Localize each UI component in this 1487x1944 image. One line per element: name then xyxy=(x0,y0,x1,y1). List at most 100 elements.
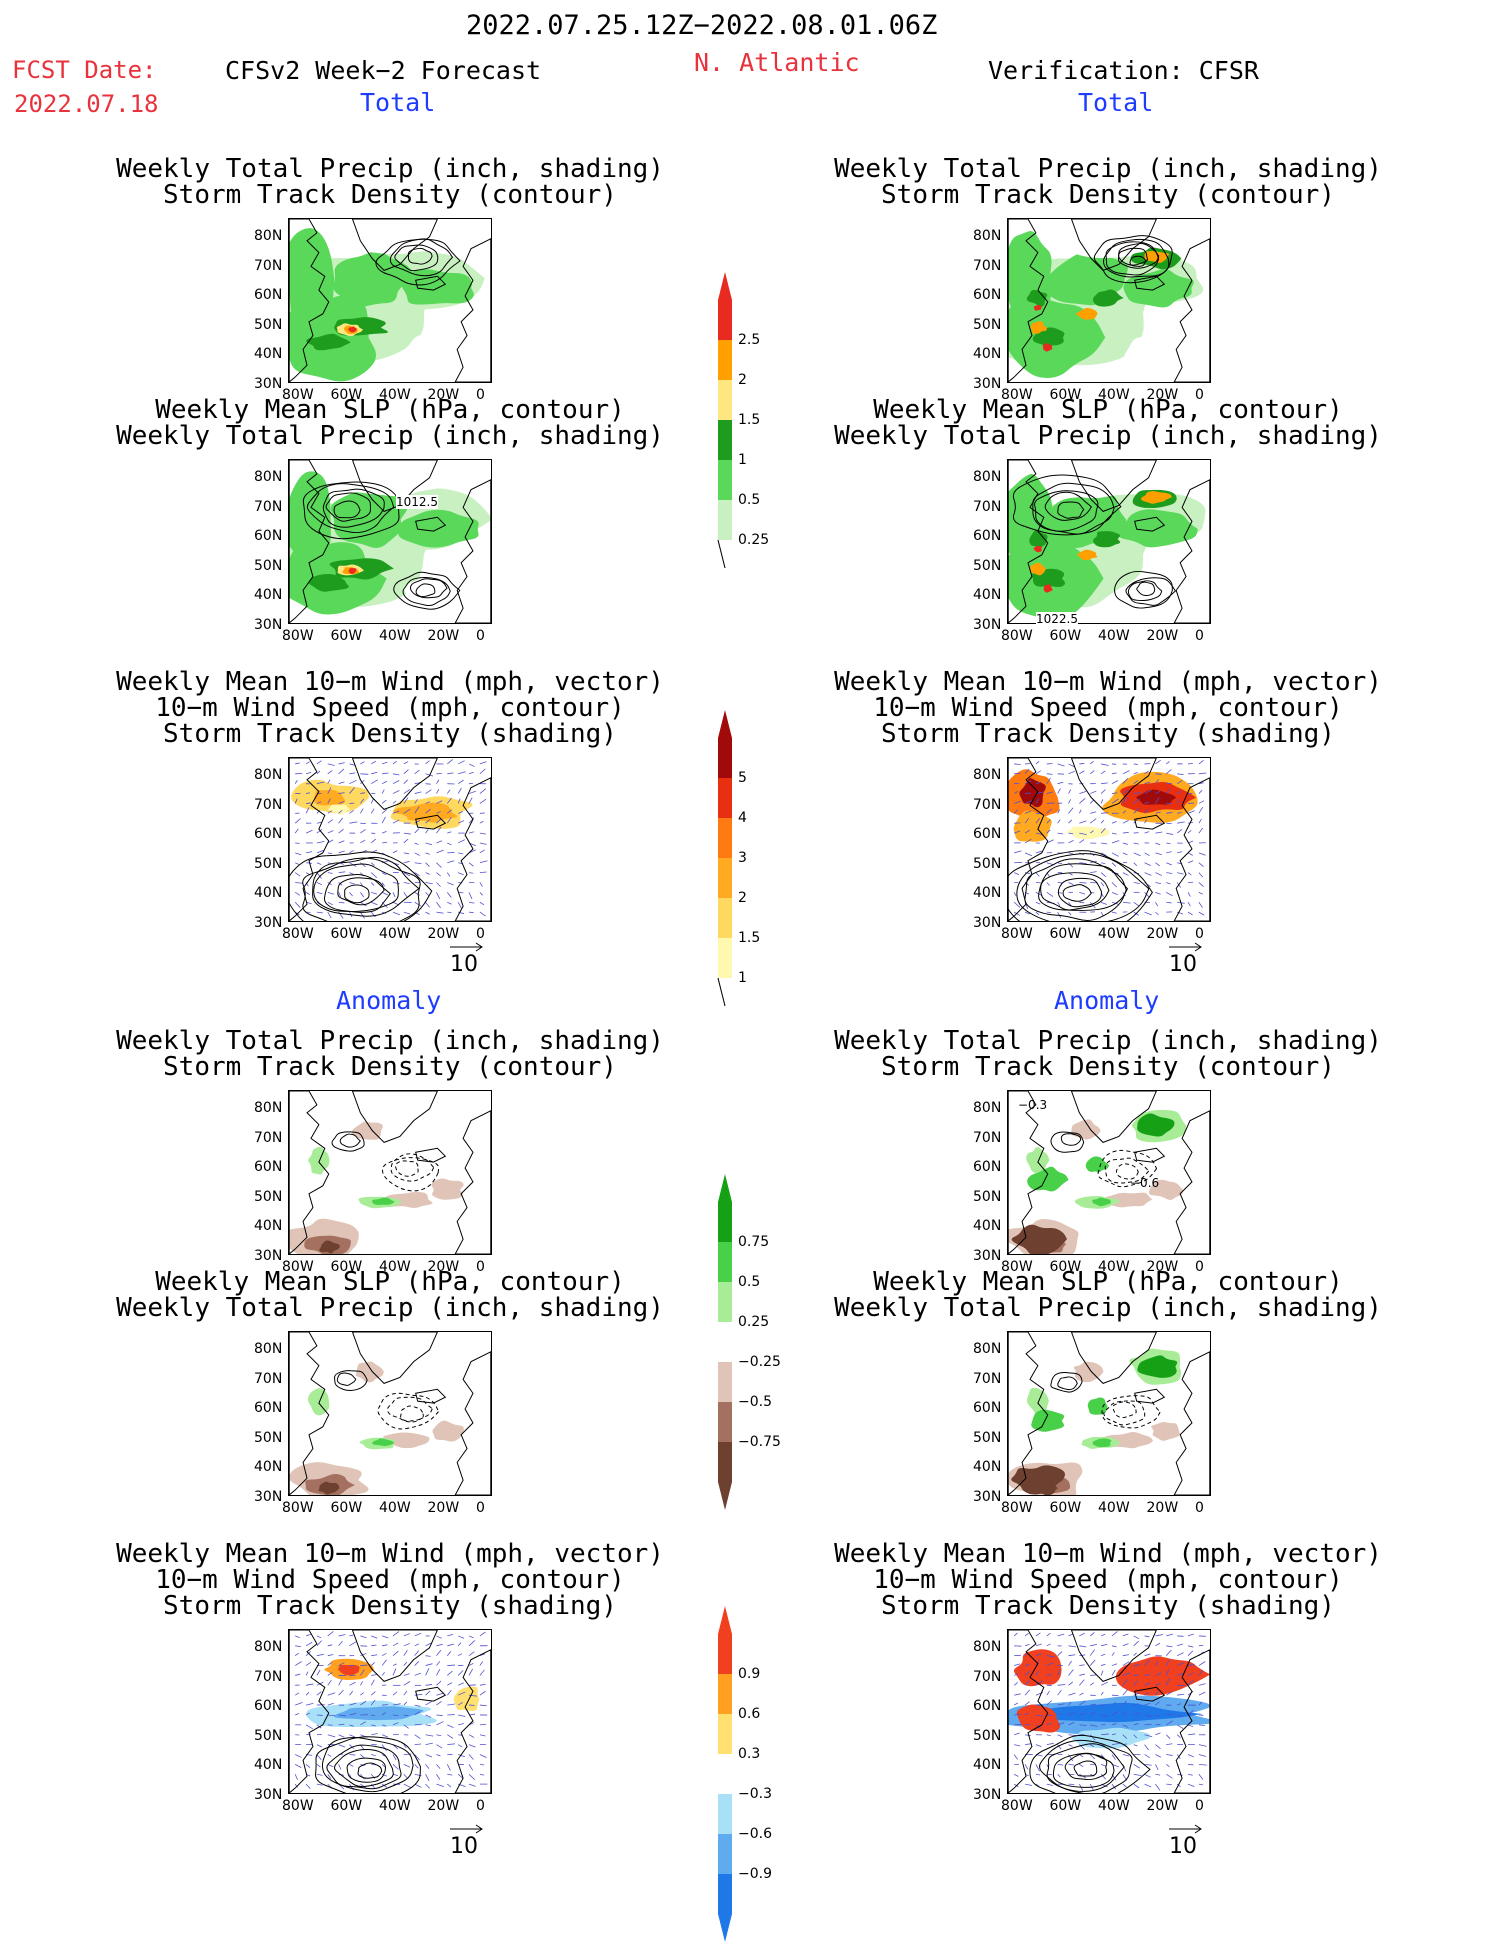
contour-label: 1022.5 xyxy=(1036,612,1078,626)
lat-tick-label: 70N xyxy=(254,797,282,813)
lon-tick-label: 20W xyxy=(428,628,460,644)
vector-reference-label: 10 xyxy=(450,1834,478,1859)
forecast-map-wtot xyxy=(288,757,492,922)
panel-title-line: 10−m Wind Speed (mph, contour) xyxy=(808,1567,1408,1593)
lon-tick-label: 0 xyxy=(476,628,485,644)
lat-tick-label: 40N xyxy=(973,1218,1001,1234)
lat-tick-label: 40N xyxy=(254,1459,282,1475)
colorbar-precip-anomaly xyxy=(716,1172,734,1512)
forecast-column-title: CFSv2 Week−2 Forecast xyxy=(225,58,541,83)
lat-tick-label: 80N xyxy=(254,1341,282,1357)
lat-tick-label: 50N xyxy=(973,856,1001,872)
cfsr-map-wanom xyxy=(1007,1629,1211,1794)
cfsr-map-wtot xyxy=(1007,757,1211,922)
panel-title-line: Storm Track Density (shading) xyxy=(808,721,1408,747)
lon-tick-label: 20W xyxy=(1147,1798,1179,1814)
lat-tick-label: 80N xyxy=(973,228,1001,244)
lon-tick-label: 80W xyxy=(282,1500,314,1516)
lon-tick-label: 40W xyxy=(379,628,411,644)
lon-tick-label: 80W xyxy=(282,926,314,942)
panel-title-line: Weekly Total Precip (inch, shading) xyxy=(90,1295,690,1321)
lat-tick-label: 60N xyxy=(254,528,282,544)
lat-tick-label: 70N xyxy=(973,1130,1001,1146)
panel-title-line: Storm Track Density (shading) xyxy=(90,1593,690,1619)
lat-tick-label: 40N xyxy=(973,587,1001,603)
panel-title-line: Storm Track Density (contour) xyxy=(90,1054,690,1080)
lat-tick-label: 80N xyxy=(973,1100,1001,1116)
panel-title-line: Weekly Total Precip (inch, shading) xyxy=(808,423,1408,449)
lat-tick-label: 70N xyxy=(254,258,282,274)
colorbar-tick-label: 0.25 xyxy=(738,1314,769,1330)
lon-tick-label: 80W xyxy=(1001,1798,1033,1814)
lat-tick-label: 40N xyxy=(973,885,1001,901)
panel-title-line: Weekly Mean SLP (hPa, contour) xyxy=(90,397,690,423)
section-anomaly-right: Anomaly xyxy=(1054,988,1159,1013)
fcst-date-label: FCST Date: xyxy=(12,58,157,82)
vector-reference-label: 10 xyxy=(1169,1834,1197,1859)
lon-tick-label: 40W xyxy=(1098,628,1130,644)
section-total-right: Total xyxy=(1078,90,1153,115)
lat-tick-label: 50N xyxy=(254,856,282,872)
colorbar-storm-total xyxy=(716,708,734,1008)
lon-tick-label: 20W xyxy=(428,926,460,942)
date-range-title: 2022.07.25.12Z−2022.08.01.06Z xyxy=(466,12,937,39)
panel-title-line: Storm Track Density (shading) xyxy=(90,721,690,747)
panel-title-line: Weekly Total Precip (inch, shading) xyxy=(90,1028,690,1054)
lon-tick-label: 0 xyxy=(476,1798,485,1814)
colorbar-tick-label: −0.5 xyxy=(738,1394,772,1410)
lat-tick-label: 40N xyxy=(254,1218,282,1234)
lon-tick-label: 0 xyxy=(476,926,485,942)
lon-tick-label: 80W xyxy=(282,628,314,644)
lon-tick-label: 80W xyxy=(282,1798,314,1814)
lon-tick-label: 40W xyxy=(1098,1500,1130,1516)
lat-tick-label: 80N xyxy=(254,469,282,485)
contour-label: −0.3 xyxy=(1018,1098,1047,1112)
region-title: N. Atlantic xyxy=(694,50,860,75)
lat-tick-label: 70N xyxy=(973,1371,1001,1387)
colorbar-tick-label: 2.5 xyxy=(738,332,760,348)
lon-tick-label: 60W xyxy=(1050,628,1082,644)
contour-label: −0.6 xyxy=(1130,1176,1159,1190)
lon-tick-label: 20W xyxy=(428,1798,460,1814)
colorbar-tick-label: −0.75 xyxy=(738,1434,781,1450)
lat-tick-label: 80N xyxy=(973,1341,1001,1357)
lon-tick-label: 60W xyxy=(331,1500,363,1516)
panel-title-line: Weekly Total Precip (inch, shading) xyxy=(90,156,690,182)
panel-title-line: Storm Track Density (shading) xyxy=(808,1593,1408,1619)
lon-tick-label: 20W xyxy=(1147,1500,1179,1516)
colorbar-tick-label: 0.3 xyxy=(738,1746,760,1762)
lat-tick-label: 60N xyxy=(973,1400,1001,1416)
lat-tick-label: 50N xyxy=(973,1189,1001,1205)
forecast-map-sanom xyxy=(288,1331,492,1496)
lat-tick-label: 50N xyxy=(254,1430,282,1446)
lon-tick-label: 20W xyxy=(428,1500,460,1516)
lat-tick-label: 70N xyxy=(973,499,1001,515)
panel-title-line: Weekly Total Precip (inch, shading) xyxy=(808,156,1408,182)
lon-tick-label: 40W xyxy=(379,926,411,942)
lon-tick-label: 80W xyxy=(1001,1500,1033,1516)
lat-tick-label: 40N xyxy=(254,346,282,362)
verification-column-title: Verification: CFSR xyxy=(988,58,1259,83)
colorbar-tick-label: 2 xyxy=(738,372,747,388)
colorbar-tick-label: −0.25 xyxy=(738,1354,781,1370)
panel-title-line: Storm Track Density (contour) xyxy=(808,182,1408,208)
colorbar-tick-label: −0.9 xyxy=(738,1866,772,1882)
cfsr-map-ptot xyxy=(1007,218,1211,383)
panel-title-line: Weekly Mean 10−m Wind (mph, vector) xyxy=(808,1541,1408,1567)
vector-reference-label: 10 xyxy=(1169,952,1197,977)
contour-label: 1012.5 xyxy=(396,495,438,509)
lat-tick-label: 70N xyxy=(254,1130,282,1146)
panel-title-line: 10−m Wind Speed (mph, contour) xyxy=(90,695,690,721)
lat-tick-label: 30N xyxy=(973,1787,1001,1803)
panel-title-line: 10−m Wind Speed (mph, contour) xyxy=(90,1567,690,1593)
colorbar-tick-label: 1 xyxy=(738,452,747,468)
cfsr-map-panom xyxy=(1007,1090,1211,1255)
lon-tick-label: 80W xyxy=(1001,628,1033,644)
colorbar-tick-label: −0.6 xyxy=(738,1826,772,1842)
lat-tick-label: 70N xyxy=(254,1371,282,1387)
colorbar-tick-label: 5 xyxy=(738,770,747,786)
lon-tick-label: 0 xyxy=(1195,926,1204,942)
lat-tick-label: 60N xyxy=(254,1159,282,1175)
lat-tick-label: 50N xyxy=(973,1728,1001,1744)
panel-title-line: Weekly Mean SLP (hPa, contour) xyxy=(90,1269,690,1295)
